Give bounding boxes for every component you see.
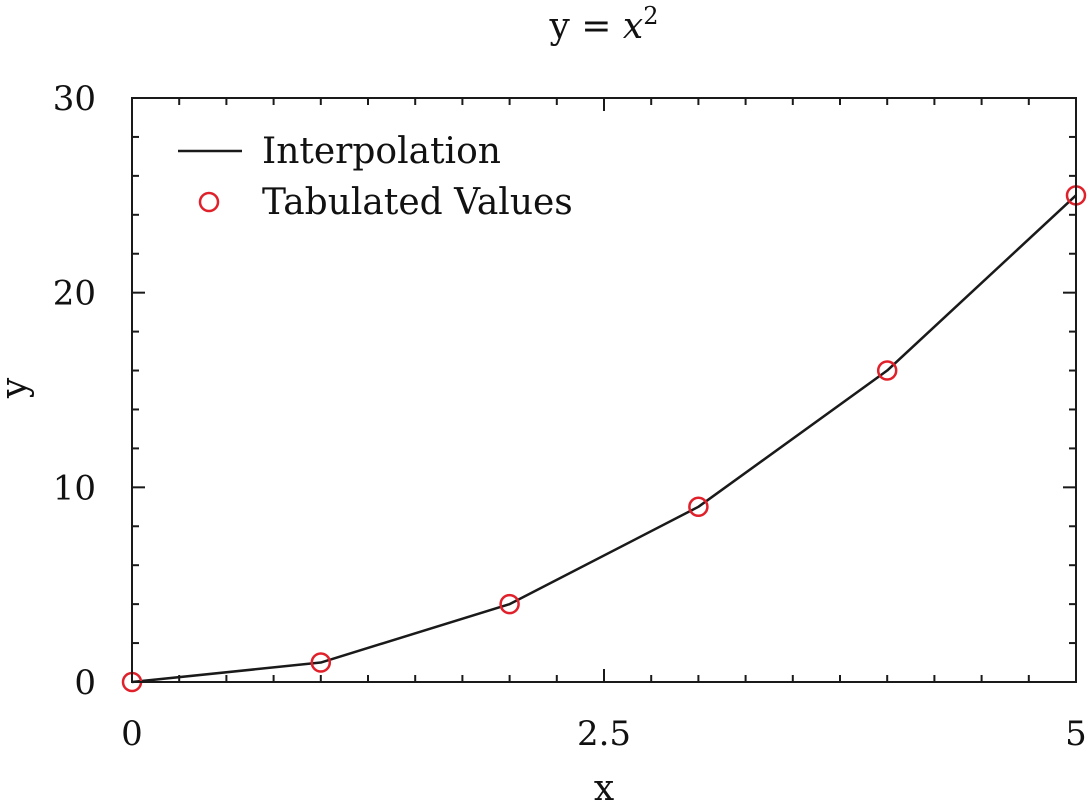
legend-label-interpolation: Interpolation [262, 131, 501, 172]
chart-title-exponent: 2 [643, 2, 658, 30]
legend-label-tabulated-values: Tabulated Values [262, 182, 573, 223]
chart-title-variable: x [623, 6, 643, 47]
series-layer [123, 186, 1085, 691]
y-tick-label: 30 [53, 79, 96, 119]
y-tick-label: 0 [74, 663, 96, 703]
legend-marker-swatch [200, 193, 218, 211]
y-tick-label: 10 [53, 468, 96, 508]
x-axis-label: x [594, 768, 614, 805]
chart-title: y = x2 [549, 2, 659, 47]
chart-title-lhs: y = [549, 6, 623, 47]
interpolation-line [132, 195, 1076, 682]
x-tick-label: 2.5 [577, 714, 631, 754]
y-tick-label: 20 [53, 274, 96, 314]
tick-labels: 0 2.5 5 0 10 20 30 [53, 79, 1087, 754]
x-tick-label: 0 [121, 714, 143, 754]
x-tick-label: 5 [1065, 714, 1087, 754]
legend: Interpolation Tabulated Values [178, 131, 573, 223]
y-axis-label: y [0, 377, 35, 399]
